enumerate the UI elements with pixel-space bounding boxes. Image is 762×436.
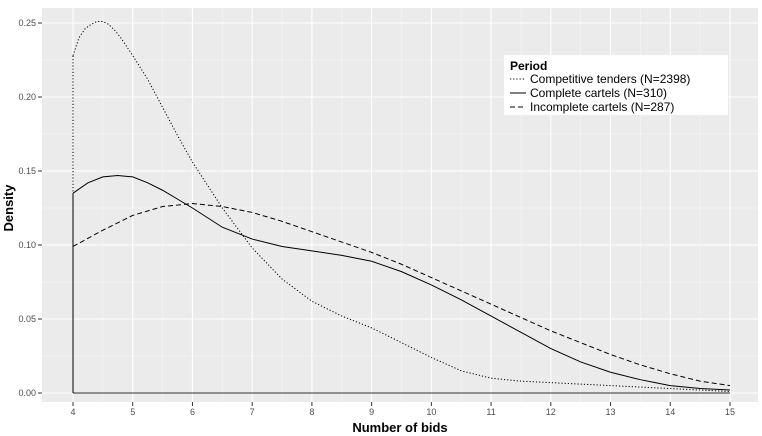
x-tick-label: 7 xyxy=(250,407,255,417)
legend-label-1: Competitive tenders (N=2398) xyxy=(530,72,690,86)
y-tick-label: 0.10 xyxy=(18,240,36,250)
legend-label-3: Incomplete cartels (N=287) xyxy=(530,100,674,114)
y-axis-title: Density xyxy=(1,184,16,232)
x-tick-label: 4 xyxy=(70,407,75,417)
x-tick-label: 15 xyxy=(725,407,735,417)
x-tick-label: 11 xyxy=(486,407,495,417)
y-axis-ticks: 0.00 0.05 0.10 0.15 0.20 0.25 xyxy=(18,18,42,398)
y-tick-label: 0.15 xyxy=(18,166,36,176)
legend: Period Competitive tenders (N=2398)Compl… xyxy=(504,55,728,115)
y-tick-label: 0.25 xyxy=(18,18,36,28)
x-tick-label: 6 xyxy=(190,407,195,417)
x-tick-label: 14 xyxy=(665,407,675,417)
series-line-3 xyxy=(72,203,731,387)
density-curves xyxy=(72,21,731,393)
x-tick-label: 12 xyxy=(546,407,556,417)
x-axis-ticks: 4 5 6 7 8 9 10 11 12 13 14 15 xyxy=(70,402,735,417)
x-tick-label: 13 xyxy=(606,407,616,417)
x-axis-title: Number of bids xyxy=(352,420,447,435)
series-line-2 xyxy=(72,174,731,391)
y-tick-label: 0.00 xyxy=(18,388,36,398)
x-tick-label: 8 xyxy=(309,407,314,417)
legend-title: Period xyxy=(510,59,547,73)
y-tick-label: 0.20 xyxy=(18,92,36,102)
x-tick-label: 5 xyxy=(130,407,135,417)
legend-box xyxy=(504,55,728,115)
y-tick-label: 0.05 xyxy=(18,314,36,324)
x-tick-label: 9 xyxy=(369,407,374,417)
legend-label-2: Complete cartels (N=310) xyxy=(530,86,667,100)
x-tick-label: 10 xyxy=(426,407,436,417)
major-gridlines xyxy=(42,8,758,402)
